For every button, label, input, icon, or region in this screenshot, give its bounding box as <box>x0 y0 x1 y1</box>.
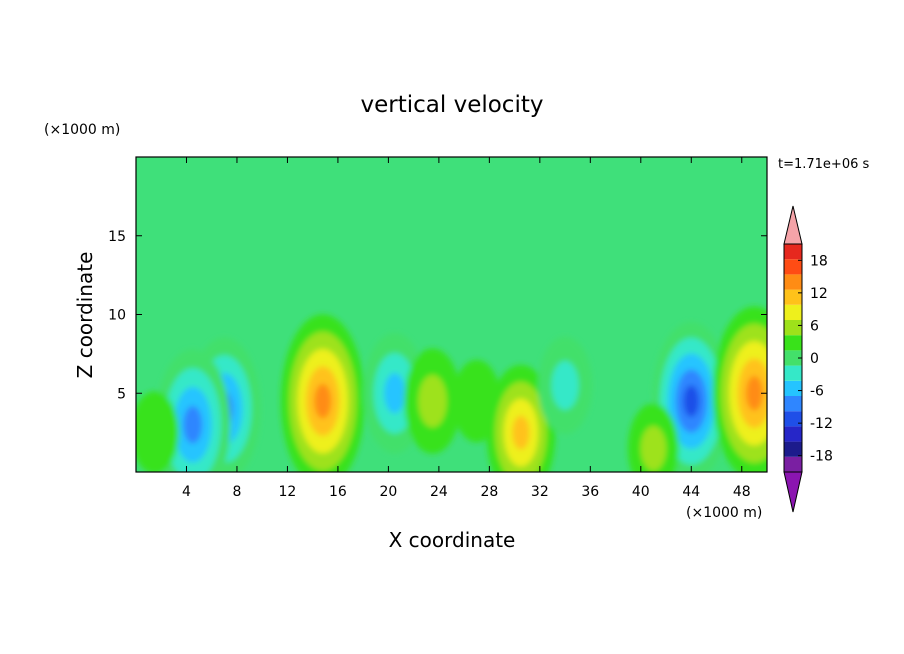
contour-blob <box>183 405 203 444</box>
colorbar-tick-label: 18 <box>810 253 828 269</box>
y-axis-label: Z coordinate <box>73 252 97 379</box>
y-unit-label: (×1000 m) <box>44 122 120 138</box>
colorbar-tick-label: 0 <box>810 351 819 367</box>
colorbar-bin <box>784 289 802 305</box>
time-label: t=1.71e+06 s <box>778 157 870 172</box>
contour-blob <box>512 415 530 450</box>
y-axis-ticks: 5 10 15 <box>108 229 767 402</box>
x-tick-label: 48 <box>733 484 751 500</box>
colorbar-bin <box>784 274 802 290</box>
colorbar-bin <box>784 441 802 457</box>
colorbar-bin <box>784 396 802 412</box>
contour-blob <box>418 374 447 428</box>
x-tick-label: 40 <box>632 484 650 500</box>
x-tick-label: 44 <box>682 484 700 500</box>
y-tick-label: 5 <box>117 386 126 402</box>
x-tick-label: 28 <box>480 484 498 500</box>
x-axis-label: X coordinate <box>389 528 516 552</box>
colorbar-bin <box>784 456 802 472</box>
plot-area <box>136 157 767 472</box>
y-tick-label: 15 <box>108 229 126 245</box>
x-tick-label: 24 <box>430 484 448 500</box>
colorbar-bin <box>784 259 802 275</box>
colorbar-bin <box>784 350 802 366</box>
contour-field <box>136 306 767 472</box>
colorbar-bin <box>784 320 802 336</box>
colorbar-bin <box>784 335 802 351</box>
contour-blob <box>384 373 406 414</box>
colorbar-bin <box>784 380 802 396</box>
colorbar-bin <box>784 244 802 260</box>
x-tick-label: 36 <box>581 484 599 500</box>
x-tick-label: 8 <box>232 484 241 500</box>
colorbar-bin <box>784 304 802 320</box>
colorbar-over-triangle <box>783 205 803 245</box>
contour-blob <box>683 385 700 417</box>
colorbar-tick-label: -6 <box>810 384 824 400</box>
x-tick-label: 12 <box>279 484 297 500</box>
x-unit-label: (×1000 m) <box>686 505 762 521</box>
contour-blob <box>314 383 332 419</box>
colorbar-bin <box>784 365 802 381</box>
colorbar-bin <box>784 426 802 442</box>
x-tick-label: 20 <box>379 484 397 500</box>
colorbar-under-triangle <box>783 471 803 513</box>
colorbar-tick-label: 12 <box>810 286 828 302</box>
colorbar: 18 12 6 0 -6 -12 -18 <box>783 205 833 513</box>
x-tick-label: 32 <box>531 484 549 500</box>
colorbar-tick-label: -12 <box>810 416 833 432</box>
x-tick-label: 4 <box>182 484 191 500</box>
x-tick-label: 16 <box>329 484 347 500</box>
colorbar-tick-label: -18 <box>810 449 833 465</box>
y-tick-label: 10 <box>108 308 126 324</box>
colorbar-bin <box>784 411 802 427</box>
colorbar-tick-label: 6 <box>810 318 819 334</box>
contour-blob <box>551 360 579 410</box>
chart-title: vertical velocity <box>361 92 544 118</box>
contour-blob <box>136 391 179 472</box>
x-axis-ticks: 4 8 12 16 20 24 28 32 36 40 44 48 <box>182 157 751 500</box>
contour-blob <box>745 375 763 411</box>
contour-blob <box>640 425 667 471</box>
